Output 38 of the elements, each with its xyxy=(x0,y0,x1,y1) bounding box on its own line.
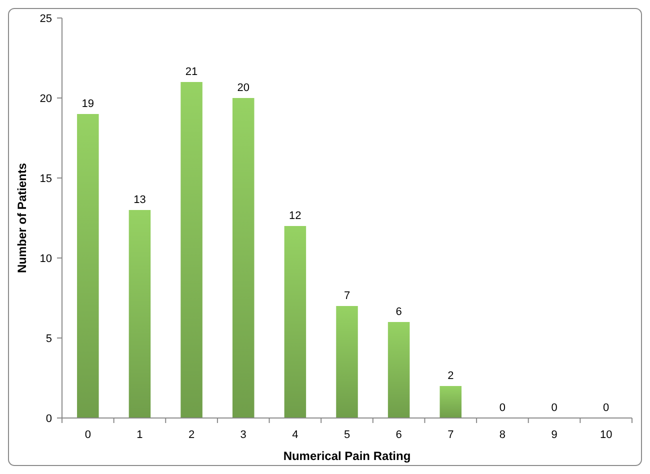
x-tick-label: 1 xyxy=(136,429,143,441)
y-tick-label: 25 xyxy=(40,12,52,25)
x-axis-title: Numerical Pain Rating xyxy=(283,449,411,463)
data-label: 13 xyxy=(134,194,146,206)
y-tick-label: 20 xyxy=(40,92,52,105)
y-tick-label: 10 xyxy=(40,252,52,265)
data-label: 6 xyxy=(396,306,402,318)
x-tick-label: 3 xyxy=(240,429,246,441)
y-tick-label: 15 xyxy=(40,172,52,185)
x-tick-label: 5 xyxy=(344,429,350,441)
x-tick-label: 6 xyxy=(396,429,402,441)
bar xyxy=(388,322,410,418)
x-tick-label: 9 xyxy=(551,429,558,441)
x-tick-label: 4 xyxy=(292,429,298,441)
data-label: 0 xyxy=(551,402,558,414)
x-tick-label: 7 xyxy=(448,429,454,441)
data-label: 0 xyxy=(603,402,610,414)
y-tick-label: 0 xyxy=(46,412,52,425)
data-label: 21 xyxy=(185,66,198,78)
y-axis-title: Number of Patients xyxy=(15,162,29,274)
bar xyxy=(232,98,254,418)
x-tick-label: 0 xyxy=(84,429,91,441)
data-label: 7 xyxy=(344,290,350,302)
bar xyxy=(77,114,99,418)
data-label: 2 xyxy=(448,370,454,382)
bar xyxy=(180,82,202,418)
y-tick-label: 5 xyxy=(46,332,52,345)
bar xyxy=(284,226,306,418)
data-label: 19 xyxy=(82,98,94,110)
x-tick-label: 8 xyxy=(499,429,506,441)
data-label: 20 xyxy=(237,82,250,94)
data-label: 0 xyxy=(499,402,506,414)
bar xyxy=(440,386,462,418)
bar xyxy=(128,210,151,418)
data-label: 12 xyxy=(289,210,302,222)
bar xyxy=(336,306,358,418)
x-tick-label: 10 xyxy=(600,429,612,441)
x-tick-label: 2 xyxy=(188,429,195,441)
